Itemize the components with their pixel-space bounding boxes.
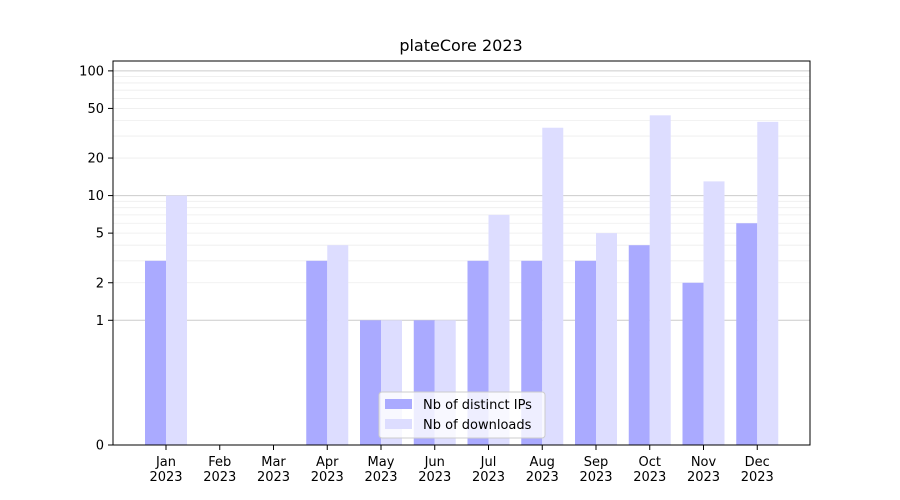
y-tick-label: 2 bbox=[96, 276, 104, 291]
x-tick-label: Sep 2023 bbox=[579, 455, 612, 485]
x-tick-label: Dec 2023 bbox=[741, 455, 774, 485]
bar bbox=[628, 245, 650, 445]
legend-box bbox=[378, 391, 546, 439]
plot-frame bbox=[112, 60, 811, 446]
x-axis: Jan 2023 Feb 2023 Mar 2023 Apr 2023 May 2023 Jun 20… bbox=[149, 445, 774, 485]
legend-label: Nb of distinct IPs bbox=[423, 398, 532, 413]
bar bbox=[596, 233, 617, 445]
y-tick-label: 100 bbox=[79, 64, 104, 79]
y-tick-label: 50 bbox=[87, 102, 104, 117]
x-tick-label: Mar 2023 bbox=[257, 455, 290, 485]
bar bbox=[682, 282, 704, 445]
y-tick-label: 1 bbox=[96, 314, 104, 329]
x-tick-label: Oct 2023 bbox=[633, 455, 666, 485]
x-tick-label: Jan 2023 bbox=[149, 455, 182, 485]
y-tick-label: 5 bbox=[96, 227, 104, 242]
y-tick-label: 10 bbox=[87, 189, 104, 204]
y-tick-label: 20 bbox=[87, 152, 104, 167]
x-tick-label: Nov 2023 bbox=[687, 455, 720, 485]
chart-title: plateCore 2023 bbox=[399, 36, 522, 55]
y-tick-label: 0 bbox=[96, 439, 104, 454]
x-tick-label: Apr 2023 bbox=[311, 455, 344, 485]
bar bbox=[757, 121, 779, 445]
axes bbox=[112, 60, 811, 446]
bar bbox=[703, 181, 725, 445]
x-tick-label: Aug 2023 bbox=[526, 455, 559, 485]
legend-swatch bbox=[385, 399, 412, 409]
x-tick-label: Jun 2023 bbox=[418, 455, 451, 485]
bar bbox=[488, 214, 510, 445]
bar bbox=[306, 260, 328, 445]
legend-swatch bbox=[385, 419, 412, 429]
bar bbox=[166, 195, 187, 445]
bar bbox=[145, 260, 166, 445]
bar bbox=[542, 127, 564, 445]
bar bbox=[649, 115, 671, 445]
y-axis: 0 1 2 5 10 20 50 100 bbox=[79, 64, 113, 454]
bar bbox=[327, 245, 349, 445]
bar bbox=[360, 320, 381, 445]
x-tick-label: Jul 2023 bbox=[472, 455, 505, 485]
legend: Nb of distinct IPs Nb of downloads bbox=[378, 391, 546, 439]
bar bbox=[736, 223, 758, 445]
x-tick-label: May 2023 bbox=[364, 455, 397, 485]
x-tick-label: Feb 2023 bbox=[203, 455, 236, 485]
legend-label: Nb of downloads bbox=[423, 418, 532, 433]
bars bbox=[145, 115, 779, 445]
bar bbox=[575, 260, 596, 445]
